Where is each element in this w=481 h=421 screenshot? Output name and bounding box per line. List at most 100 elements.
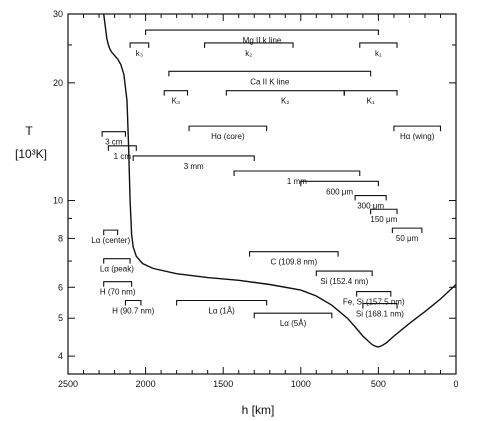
bracket-line	[129, 42, 150, 48]
bracket-label: Lα (center)	[91, 236, 130, 245]
bracket-line	[107, 145, 137, 151]
bracket-group: 1 mm	[233, 170, 361, 186]
temperature-curve	[103, 13, 457, 348]
y-tick-label: 30	[53, 9, 63, 19]
bracket-label: 1 cm	[114, 152, 132, 161]
bracket-line	[103, 229, 119, 236]
x-axis-label: h [km]	[242, 403, 275, 417]
x-tick-label: 2000	[136, 379, 156, 389]
bracket-group: K₁	[343, 90, 398, 106]
bracket-group: 3 cm	[101, 131, 126, 147]
y-tick-label: 10	[53, 196, 63, 206]
bracket-label: K₁	[367, 97, 375, 106]
bracket-line	[103, 258, 131, 264]
bracket-group: Lα (peak)	[100, 258, 134, 274]
bracket-label: k₂	[245, 49, 252, 58]
x-tick-label: 500	[371, 379, 386, 389]
bracket-group: Lα (1Å)	[176, 299, 268, 316]
bracket-label: Lα (5Å)	[280, 319, 307, 328]
bracket-label: 1 mm	[287, 177, 307, 186]
x-tick-label: 2500	[58, 379, 78, 389]
bracket-line	[145, 29, 379, 36]
bracket-label: Ca II K line	[250, 77, 290, 86]
bracket-line	[225, 90, 345, 96]
bracket-group: K₂	[225, 90, 345, 106]
bracket-line	[359, 42, 398, 48]
y-tick-labels: 4 5 6 8 10 20 30	[53, 9, 63, 361]
bracket-group: Lα (5Å)	[253, 312, 333, 328]
bracket-group: k₃	[129, 42, 150, 58]
x-tick-labels: 2500 2000 1500 1000 500 0	[58, 379, 459, 389]
bracket-label: Hα (wing)	[400, 132, 435, 141]
bracket-label: Lα (1Å)	[208, 307, 235, 316]
bracket-group: Si (168.1 nm)	[356, 303, 404, 319]
x-tick-label: 1500	[213, 379, 233, 389]
formation-height-brackets: Mg II k line k₃ k₂ k₁ Ca II K line K₃ K₂ K₁ Hα (…	[91, 29, 442, 328]
plot-frame	[67, 13, 457, 375]
bracket-label: Mg II k line	[243, 36, 282, 45]
bracket-line	[188, 125, 268, 132]
bracket-label: 600 μm	[326, 187, 353, 196]
bracket-group: 1 cm	[107, 145, 137, 161]
bracket-group: Si (152.4 nm)	[315, 270, 373, 286]
bracket-line	[103, 281, 133, 287]
bracket-label: Hα (core)	[211, 132, 245, 141]
bracket-group: 150 μm	[370, 208, 398, 224]
bracket-line	[132, 155, 255, 161]
y-axis-unit: [10³K]	[15, 147, 47, 161]
bracket-line	[391, 227, 423, 234]
x-tick-label: 0	[453, 379, 458, 389]
bracket-label: H (90.7 nm)	[112, 307, 155, 316]
bracket-group: 50 μm	[391, 227, 423, 243]
bracket-line	[356, 291, 392, 297]
bracket-label: 3 cm	[105, 138, 123, 147]
bracket-line	[362, 303, 398, 309]
bracket-group: k₁	[359, 42, 398, 58]
bracket-label: Si (152.4 nm)	[320, 277, 368, 286]
bracket-line	[370, 208, 398, 215]
bracket-group: C (109.8 nm)	[249, 251, 339, 267]
bracket-group: k₂	[204, 42, 294, 58]
bracket-line	[393, 125, 442, 132]
bracket-label: H (70 nm)	[100, 288, 136, 297]
bracket-label: 50 μm	[396, 234, 419, 243]
y-tick-label: 6	[58, 282, 63, 292]
bracket-group: H (90.7 nm)	[112, 299, 155, 316]
bracket-line	[124, 299, 142, 306]
bracket-line	[101, 131, 126, 137]
bracket-line	[343, 90, 398, 96]
bracket-group: Ca II K line	[168, 70, 372, 86]
x-tick-label: 1000	[291, 379, 311, 389]
y-tick-label: 8	[58, 233, 63, 243]
bracket-label: 3 mm	[184, 162, 204, 171]
bracket-line	[233, 170, 361, 176]
bracket-line	[176, 299, 268, 306]
bracket-line	[253, 312, 333, 319]
bracket-line	[163, 90, 189, 96]
bracket-line	[315, 270, 373, 277]
tick-marks	[67, 13, 457, 374]
bracket-group: Hα (core)	[188, 125, 268, 141]
y-axis-label: T	[25, 124, 33, 138]
bracket-line	[168, 70, 372, 77]
plot-axes	[67, 13, 457, 375]
bracket-label: k₁	[375, 49, 382, 58]
bracket-label: Fe, Si (157.5 nm)	[343, 298, 405, 307]
bracket-group: K₃	[163, 90, 189, 106]
bracket-label: Si (168.1 nm)	[356, 310, 404, 319]
bracket-label: K₂	[281, 97, 289, 106]
bracket-line	[354, 194, 387, 201]
bracket-label: k₃	[136, 49, 143, 58]
y-tick-label: 20	[53, 78, 63, 88]
bracket-label: C (109.8 nm)	[270, 258, 317, 267]
bracket-label: K₃	[172, 97, 181, 106]
bracket-line	[249, 251, 339, 257]
temperature-curve-group	[103, 13, 457, 348]
bracket-label: 150 μm	[370, 215, 397, 224]
bracket-group: Hα (wing)	[393, 125, 442, 141]
bracket-label: Lα (peak)	[100, 265, 134, 274]
bracket-group: 300 μm	[354, 194, 387, 211]
bracket-group: Mg II k line	[145, 29, 379, 45]
y-tick-label: 4	[58, 351, 63, 361]
